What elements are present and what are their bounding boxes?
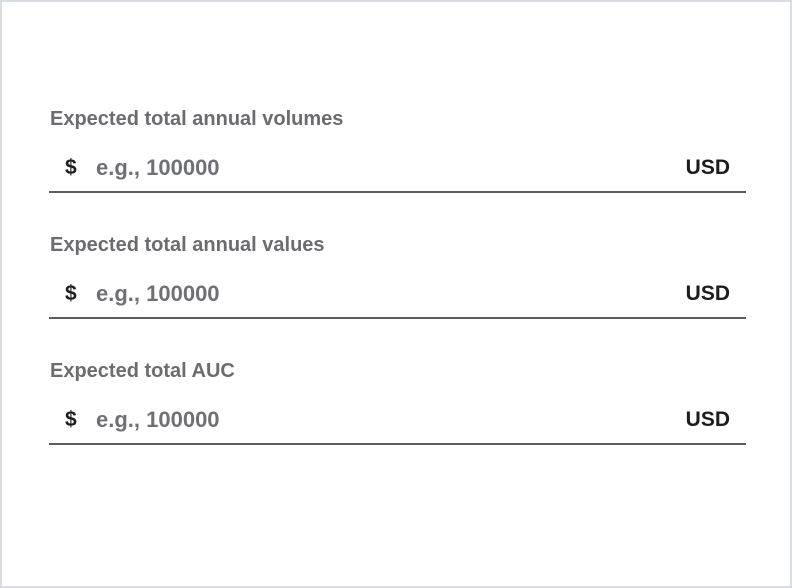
form-fields: Expected total annual volumes $ USD Expe… <box>49 105 746 445</box>
annual-volumes-field: Expected total annual volumes $ USD <box>49 105 746 193</box>
annual-values-input[interactable] <box>93 271 686 317</box>
annual-values-input-row[interactable]: $ USD <box>49 271 746 319</box>
annual-volumes-input-row[interactable]: $ USD <box>49 145 746 193</box>
currency-prefix: $ <box>65 408 77 431</box>
currency-prefix: $ <box>65 156 77 179</box>
currency-suffix: USD <box>685 156 730 179</box>
annual-values-field: Expected total annual values $ USD <box>49 231 746 319</box>
annual-volumes-input[interactable] <box>93 145 686 191</box>
total-auc-input[interactable] <box>93 397 686 443</box>
field-label-annual-values: Expected total annual values <box>50 234 325 256</box>
currency-suffix: USD <box>685 408 730 431</box>
total-auc-input-row[interactable]: $ USD <box>49 397 746 445</box>
currency-suffix: USD <box>685 282 730 305</box>
field-label-annual-volumes: Expected total annual volumes <box>50 108 344 130</box>
field-label-total-auc: Expected total AUC <box>50 360 235 382</box>
total-auc-field: Expected total AUC $ USD <box>49 357 746 445</box>
currency-prefix: $ <box>65 282 77 305</box>
